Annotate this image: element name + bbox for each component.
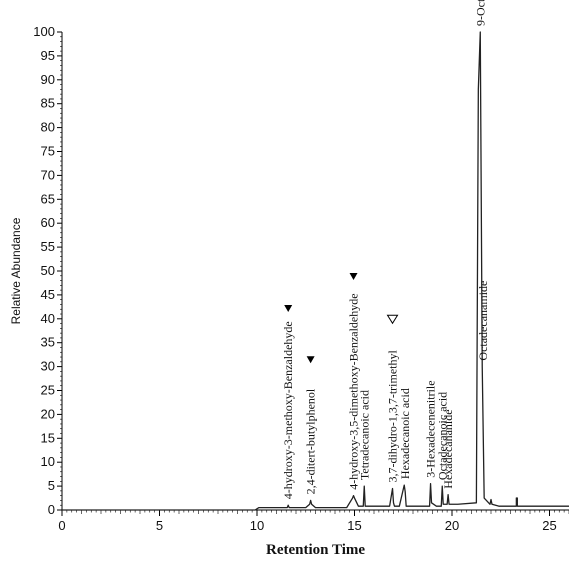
y-tick-label: 65	[41, 191, 55, 206]
peak-label: 3-Hexadecenenitrile	[424, 380, 438, 477]
peak-label: Octadecanamide	[476, 281, 490, 361]
x-tick-label: 0	[58, 518, 65, 533]
filled-triangle-marker	[349, 273, 358, 281]
peak-label: 3,7-dihydro-1,3,7-trimethyl	[386, 350, 400, 483]
peak-label: Hexadecananide	[441, 409, 455, 488]
y-tick-label: 40	[41, 311, 55, 326]
open-triangle-marker	[386, 314, 399, 325]
y-tick-label: 90	[41, 72, 55, 87]
peak-label: 4-hydroxy-3-methoxy-Benzaldehyde	[281, 321, 295, 499]
y-tick-label: 60	[41, 215, 55, 230]
peak-label: 2,4-ditert-butylphenol	[304, 388, 318, 494]
filled-triangle-marker	[306, 356, 315, 364]
y-tick-label: 35	[41, 335, 55, 350]
x-tick-label: 10	[250, 518, 264, 533]
y-tick-label: 5	[48, 478, 55, 493]
y-axis-title: Relative Abundance	[9, 217, 23, 324]
y-tick-label: 15	[41, 430, 55, 445]
filled-triangle-marker	[284, 305, 293, 313]
y-tick-label: 50	[41, 263, 55, 278]
x-tick-label: 15	[347, 518, 361, 533]
peak-label: 4-hydroxy-3,5-dimethoxy-Benzaldehyde	[347, 293, 361, 489]
chromatogram-trace	[62, 31, 569, 511]
x-axis-title: Retention Time	[266, 542, 365, 558]
y-tick-label: 100	[33, 24, 55, 39]
y-tick-label: 30	[41, 359, 55, 374]
x-tick-label: 25	[542, 518, 556, 533]
y-tick-label: 80	[41, 120, 55, 135]
y-tick-label: 0	[48, 502, 55, 517]
x-tick-label: 5	[156, 518, 163, 533]
y-tick-label: 75	[41, 144, 55, 159]
y-tick-label: 10	[41, 454, 55, 469]
plot-area: 0510152025303540455055606570758085909510…	[33, 0, 569, 533]
y-tick-label: 45	[41, 287, 55, 302]
y-tick-label: 95	[41, 48, 55, 63]
y-tick-label: 70	[41, 167, 55, 182]
x-tick-label: 20	[445, 518, 459, 533]
y-tick-label: 25	[41, 383, 55, 398]
peak-label: Tetradecanoic acid	[357, 390, 371, 480]
peak-label: Octadecanoic acid	[435, 392, 449, 480]
peak-label: 9-Octadecenamide	[473, 0, 487, 26]
peak-label: Hexadecanoic acid	[398, 388, 412, 479]
y-tick-label: 55	[41, 239, 55, 254]
y-tick-label: 85	[41, 96, 55, 111]
y-tick-label: 20	[41, 406, 55, 421]
